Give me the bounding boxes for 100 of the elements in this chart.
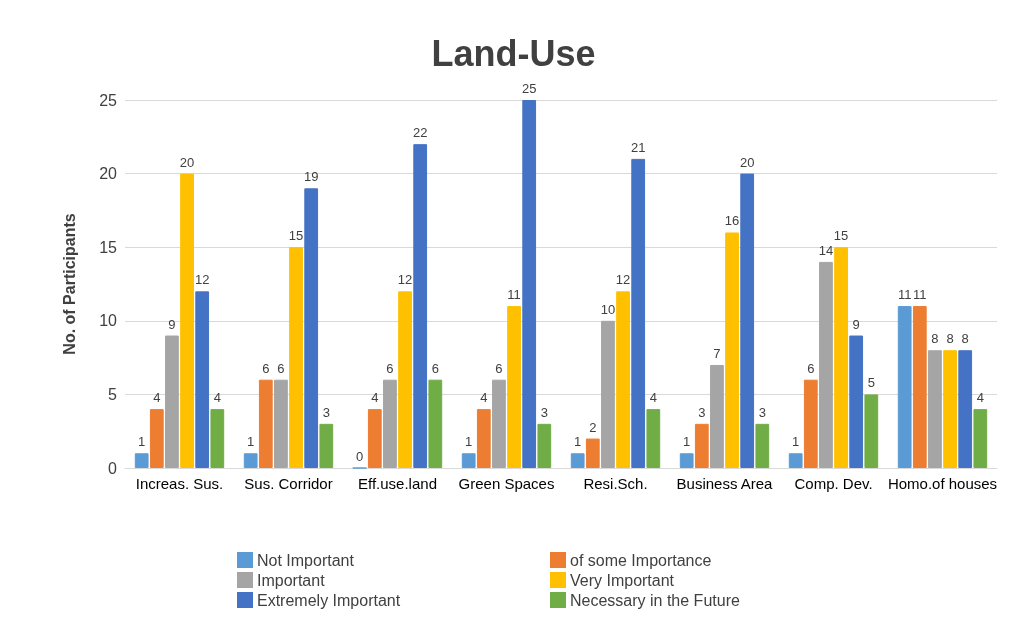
y-tick-label: 25 (99, 91, 118, 109)
y-tick-label: 0 (108, 459, 118, 477)
bar (180, 173, 194, 468)
bar (601, 320, 615, 468)
bar (646, 409, 661, 468)
x-tick-label: Eff.use.land (358, 475, 437, 492)
data-label: 8 (946, 331, 954, 347)
legend-label: of some Importance (570, 551, 712, 569)
data-label: 6 (262, 360, 270, 376)
bar (413, 144, 428, 468)
bar (304, 188, 319, 468)
data-label: 9 (852, 316, 860, 332)
bar (679, 453, 694, 468)
bar (289, 247, 303, 468)
bar (428, 379, 443, 468)
legend-label: Not Important (257, 551, 355, 569)
bar (476, 409, 491, 468)
data-label: 1 (247, 434, 255, 450)
x-tick-label: Homo.of houses (887, 475, 998, 492)
bar (849, 335, 864, 468)
bar (740, 173, 755, 468)
bar (134, 453, 149, 468)
data-label: 1 (465, 434, 473, 450)
bar (710, 364, 724, 468)
data-label: 4 (649, 390, 657, 406)
bar (210, 409, 225, 468)
bar (367, 409, 382, 468)
bar (819, 261, 833, 468)
data-label: 6 (431, 360, 439, 376)
data-label: 25 (521, 81, 537, 96)
data-label: 3 (758, 404, 766, 420)
data-label: 5 (867, 375, 875, 391)
data-label: 1 (683, 434, 691, 450)
data-label: 3 (698, 404, 706, 420)
data-label: 4 (213, 390, 221, 406)
data-label: 4 (480, 390, 488, 406)
data-label: 12 (194, 272, 210, 288)
bar (788, 453, 803, 468)
x-tick-label: Comp. Dev. (794, 475, 873, 492)
data-label: 1 (138, 434, 146, 450)
data-label: 6 (495, 360, 503, 376)
bar (570, 453, 585, 468)
data-label: 20 (179, 154, 195, 170)
legend-label: Necessary in the Future (570, 591, 740, 609)
data-label: 6 (277, 360, 285, 376)
bar (274, 379, 288, 468)
x-tick-label: Sus. Corridor (244, 475, 333, 492)
bar (243, 453, 258, 468)
data-label: 10 (600, 301, 616, 317)
bar (195, 291, 210, 468)
data-label: 7 (713, 345, 721, 361)
data-label: 6 (807, 360, 815, 376)
bar (461, 453, 476, 468)
y-tick-label: 10 (99, 312, 118, 330)
bar (631, 158, 646, 468)
bar (834, 247, 848, 468)
data-label: 16 (724, 213, 740, 229)
data-label: 2 (589, 419, 597, 435)
data-label: 4 (976, 390, 984, 406)
data-label: 6 (386, 360, 394, 376)
bar (165, 335, 179, 468)
data-label: 11 (507, 287, 521, 303)
data-label: 11 (913, 287, 927, 303)
data-label: 14 (818, 242, 834, 258)
data-label: 9 (168, 316, 176, 332)
bar (864, 394, 879, 468)
y-tick-label: 20 (99, 165, 118, 183)
chart-title: Land-Use (431, 32, 596, 74)
data-label: 11 (897, 287, 912, 303)
bar (694, 423, 709, 468)
bar (258, 379, 273, 468)
bar (725, 232, 739, 468)
x-tick-label: Green Spaces (458, 475, 555, 492)
data-label: 15 (833, 228, 849, 244)
bar (928, 350, 942, 468)
bar (383, 379, 397, 468)
bar (912, 306, 927, 468)
bar (319, 423, 334, 468)
data-label: 12 (397, 272, 413, 288)
legend-label: Important (257, 571, 326, 589)
bar (585, 438, 600, 468)
bar (897, 306, 912, 468)
bar (616, 291, 630, 468)
data-label: 19 (303, 169, 319, 185)
bar (492, 379, 506, 468)
bar (507, 306, 521, 468)
x-tick-label: Business Area (676, 475, 774, 492)
bar (958, 350, 973, 468)
y-axis-title: No. of Participants (60, 213, 78, 355)
bar (398, 291, 412, 468)
data-label: 1 (574, 434, 582, 450)
x-tick-label: Increas. Sus. (135, 475, 224, 492)
data-label: 20 (739, 154, 755, 170)
x-tick-label: Resi.Sch. (583, 475, 648, 492)
data-label: 3 (322, 404, 330, 420)
legend-label: Very Important (570, 571, 675, 589)
data-label: 1 (792, 434, 800, 450)
data-label: 21 (630, 139, 646, 155)
legend-label: Extremely Important (257, 591, 401, 609)
bar (973, 409, 988, 468)
